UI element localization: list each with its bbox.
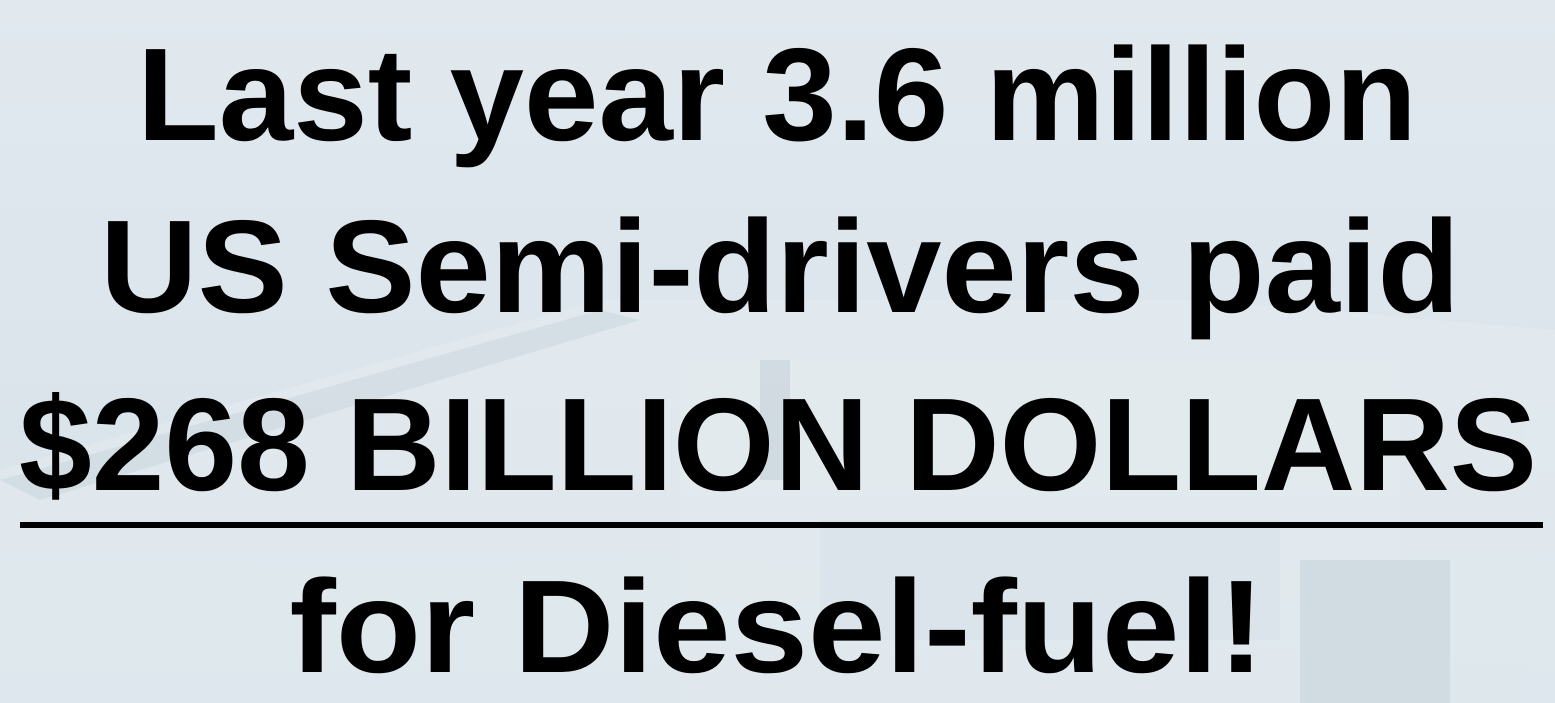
headline-line-emphasis: $268 BILLION DOLLARS [19,371,1537,518]
underline [20,522,1543,528]
slide: Last year 3.6 million US Semi-drivers pa… [0,0,1555,703]
page: {"slide": {"lines": ["Last year 3.6 mill… [0,0,1555,703]
headline-line: US Semi-drivers paid [100,193,1460,340]
headline-line: Last year 3.6 million [137,21,1417,168]
headline-line: for Diesel-fuel! [290,553,1265,700]
